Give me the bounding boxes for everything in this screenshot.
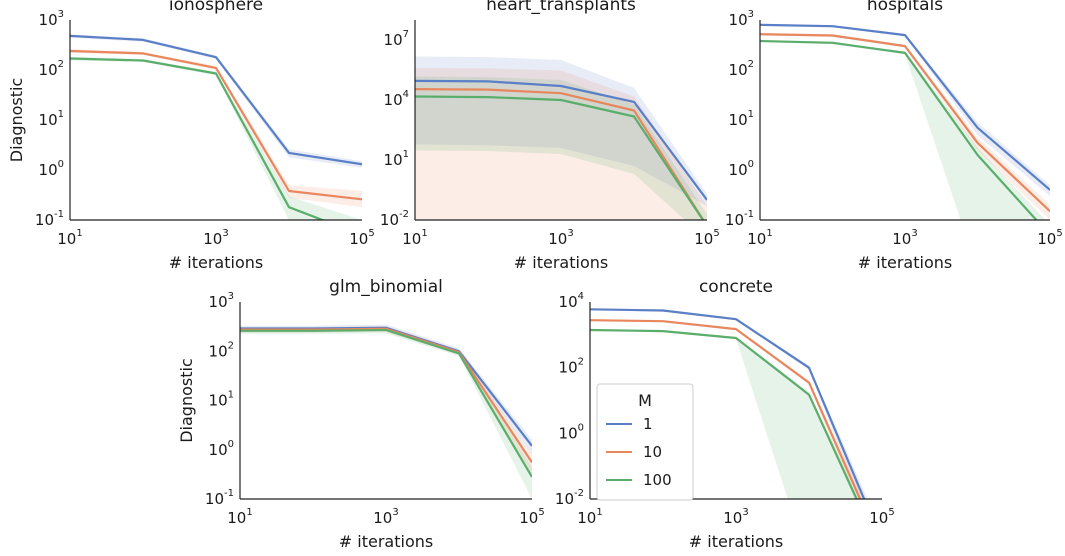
x-tick-label: 103	[373, 507, 398, 527]
y-tick-label: 100	[729, 159, 754, 179]
x-tick-label: 101	[227, 507, 252, 527]
series-line-m10	[415, 88, 705, 220]
x-tick-label: 101	[577, 507, 602, 527]
series-line-m10	[760, 33, 1050, 213]
confidence-band-m10	[415, 68, 707, 220]
series-line-m1	[590, 308, 866, 499]
chart-panel-glm-binomial: glm_binomial 101 103 105 10-1 100 101 102 103 # i…	[177, 277, 545, 551]
legend-label-100: 100	[643, 471, 672, 489]
y-axis-label: Diagnostic	[7, 78, 26, 163]
x-tick-label: 105	[1037, 228, 1062, 248]
series-line-m100	[240, 328, 532, 478]
y-tick-label: 10-2	[380, 209, 409, 229]
y-tick-label: 102	[39, 59, 64, 79]
confidence-band-m1	[415, 56, 707, 206]
legend-title: M	[638, 391, 652, 410]
y-tick-label: 101	[39, 109, 64, 129]
x-tick-label: 101	[747, 228, 772, 248]
legend-box	[596, 383, 694, 501]
series-line-m10	[240, 327, 532, 464]
chart-title: concrete	[699, 277, 773, 297]
y-tick-label: 102	[209, 340, 234, 360]
series-line-m1	[760, 23, 1050, 191]
confidence-band-m100	[590, 329, 861, 499]
x-tick-label: 105	[519, 507, 544, 527]
y-tick-label: 101	[729, 109, 754, 129]
confidence-band-m10	[70, 49, 362, 208]
y-axis-label: Diagnostic	[177, 358, 196, 443]
confidence-band-m100	[760, 39, 1046, 220]
y-tick-label: 104	[384, 89, 409, 109]
y-tick-label: 10-1	[35, 209, 64, 229]
series-line-m1	[415, 79, 707, 201]
x-axis-label: # iterations	[339, 532, 433, 551]
y-tick-label: 102	[729, 59, 754, 79]
y-tick-label: 10-2	[555, 488, 584, 508]
chart-title: ionosphere	[169, 0, 263, 15]
y-tick-label: 100	[559, 422, 584, 442]
y-tick-label: 101	[209, 390, 234, 410]
legend: M 1 10 100	[596, 383, 694, 501]
y-tick-label: 104	[559, 291, 584, 311]
chart-title: hospitals	[867, 0, 943, 15]
series-line-m1	[70, 34, 362, 166]
series-line-m100	[70, 57, 326, 220]
series-line-m10	[70, 49, 362, 201]
plot-area	[70, 34, 362, 220]
chart-panel-hospitals: hospitals 101 103 105 10-1 100 101 102 103 # iter…	[725, 0, 1063, 272]
x-tick-label: 103	[203, 228, 228, 248]
x-tick-label: 105	[869, 507, 894, 527]
plot-area	[760, 23, 1050, 220]
x-tick-label: 101	[57, 228, 82, 248]
legend-label-10: 10	[643, 443, 662, 461]
x-axis-label: # iterations	[514, 253, 608, 272]
x-tick-label: 105	[349, 228, 374, 248]
y-tick-label: 103	[39, 9, 64, 29]
x-tick-label: 101	[402, 228, 427, 248]
y-tick-label: 10-1	[725, 209, 754, 229]
y-tick-label: 101	[384, 149, 409, 169]
x-tick-label: 103	[548, 228, 573, 248]
plot-area	[590, 308, 868, 499]
y-tick-label: 103	[209, 291, 234, 311]
plot-area	[240, 324, 532, 499]
legend-label-1: 1	[643, 415, 653, 433]
series-line-m100	[415, 95, 705, 220]
chart-panel-ionosphere: ionosphere 101 103 105 10-1 100 101 102 103 # ite…	[7, 0, 375, 272]
chart-title: heart_transplants	[486, 0, 636, 15]
y-tick-label: 100	[39, 159, 64, 179]
x-axis-label: # iterations	[858, 253, 952, 272]
y-tick-label: 107	[384, 29, 409, 49]
x-axis-label: # iterations	[169, 253, 263, 272]
y-tick-label: 100	[209, 439, 234, 459]
confidence-band-m100	[240, 327, 532, 499]
series-line-m10	[590, 319, 862, 499]
x-tick-label: 103	[892, 228, 917, 248]
chart-title: glm_binomial	[329, 277, 443, 297]
x-axis-label: # iterations	[689, 532, 783, 551]
x-tick-label: 105	[694, 228, 719, 248]
confidence-band-m1	[70, 34, 362, 168]
series-line-m100	[590, 328, 858, 499]
plot-area	[415, 56, 707, 220]
series-line-m100	[760, 39, 1038, 220]
y-tick-label: 10-1	[205, 488, 234, 508]
x-tick-label: 103	[723, 507, 748, 527]
y-tick-label: 103	[729, 9, 754, 29]
y-tick-label: 102	[559, 357, 584, 377]
